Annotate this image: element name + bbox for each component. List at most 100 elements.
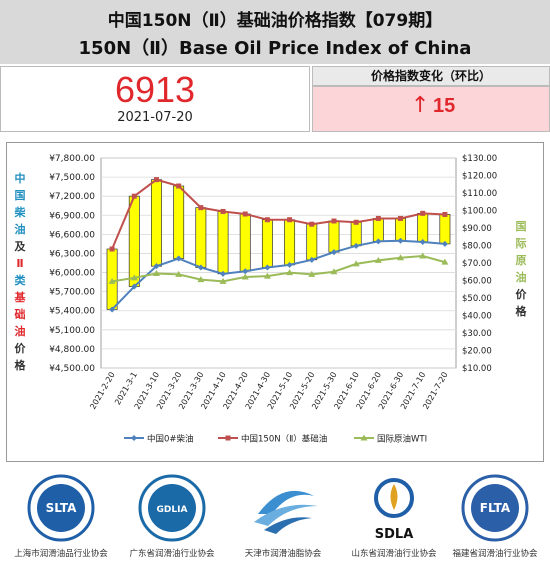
series-point — [419, 252, 427, 259]
spread-bar — [239, 213, 251, 272]
series-point — [176, 183, 182, 189]
left-axis-char: 础 — [15, 307, 26, 321]
left-axis-char: 格 — [15, 358, 27, 372]
logo-2: GDLIA 广东省润滑油行业协会 — [117, 470, 227, 561]
series-point — [419, 239, 426, 245]
series-point — [398, 215, 404, 221]
sdla-logo-icon: SDLA — [374, 478, 414, 542]
right-tick-label: $80.00 — [462, 242, 492, 252]
svg-text:FLTA: FLTA — [480, 501, 511, 515]
right-tick-label: $120.00 — [462, 172, 497, 182]
logo-1: SLTA 上海市润滑油品行业协会 — [6, 470, 116, 561]
logo-caption: 山东省润滑油行业协会 — [351, 549, 437, 559]
series-point — [219, 277, 227, 284]
series-point — [241, 273, 249, 280]
right-axis-char: 格 — [516, 304, 528, 318]
chart-container: ¥4,500.00 ¥4,800.00 ¥5,100.00 ¥5,400.00 ¥5,7… — [6, 142, 544, 462]
logo-3: 天津市润滑油脂协会 — [228, 470, 338, 561]
logo-caption: 福建省润滑油行业协会 — [452, 549, 538, 559]
series-point — [130, 274, 138, 281]
series-point — [131, 193, 137, 199]
logo-caption: 广东省润滑油行业协会 — [129, 549, 215, 559]
right-tick-label: $10.00 — [462, 364, 492, 374]
spread-bar — [195, 207, 207, 268]
index-panel: 6913 — [0, 66, 310, 132]
series-point — [197, 276, 205, 283]
series-point — [175, 270, 183, 277]
change-box: ↑ 15 — [312, 86, 550, 132]
left-axis-char: 及 — [15, 240, 27, 253]
right-tick-label: $70.00 — [462, 259, 492, 269]
right-tick-label: $90.00 — [462, 224, 492, 234]
series-line — [111, 239, 445, 311]
series-point — [242, 211, 248, 217]
right-axis-char: 原 — [516, 254, 527, 267]
series-point — [397, 254, 405, 261]
right-axis-ticks: $10.00 $20.00 $30.00 $40.00 $50.00 $60.00 $70.… — [462, 154, 497, 374]
association-logo-icon: FLTA — [461, 474, 529, 542]
left-tick-label: ¥6,000.00 — [49, 269, 95, 279]
left-axis-char: 油 — [15, 222, 26, 236]
left-axis-char: 国 — [15, 189, 26, 202]
spread-bar — [261, 219, 273, 268]
series-point — [264, 217, 270, 223]
series-point — [375, 215, 381, 221]
series-point — [330, 249, 337, 256]
series-point — [308, 256, 315, 263]
spread-bar — [284, 219, 296, 266]
left-tick-label: ¥5,100.00 — [49, 326, 95, 336]
series-point — [375, 238, 382, 245]
price-chart: ¥4,500.00 ¥4,800.00 ¥5,100.00 ¥5,400.00 ¥5,7… — [6, 142, 544, 462]
series-line — [111, 178, 445, 250]
series-point — [308, 270, 316, 277]
left-tick-label: ¥7,800.00 — [49, 154, 95, 164]
series-point — [242, 268, 249, 275]
right-axis-char: 际 — [516, 236, 527, 250]
spread-bar — [395, 218, 406, 242]
right-axis-char: 油 — [516, 270, 527, 284]
left-axis-char: 基 — [14, 290, 27, 304]
series-point — [442, 211, 448, 217]
left-axis-char: 油 — [15, 324, 26, 338]
right-tick-label: $130.00 — [462, 154, 497, 164]
left-tick-label: ¥7,500.00 — [49, 173, 95, 183]
association-logo-icon: SLTA — [27, 474, 95, 542]
series-point — [353, 242, 360, 249]
legend: 中国0#柴油 中国150N（Ⅱ）基础油 国际原油WTI — [124, 434, 427, 445]
left-tick-label: ¥5,400.00 — [49, 307, 95, 317]
legend-label: 中国150N（Ⅱ）基础油 — [241, 434, 327, 445]
series-point — [175, 255, 182, 262]
right-tick-label: $50.00 — [462, 294, 492, 304]
spread-bar — [372, 218, 384, 242]
legend-label: 中国0#柴油 — [147, 434, 194, 445]
series-point — [353, 219, 359, 225]
line-series — [108, 177, 449, 313]
left-axis-ticks: ¥4,500.00 ¥4,800.00 ¥5,100.00 ¥5,400.00 ¥5,7… — [49, 154, 95, 374]
series-point — [131, 283, 138, 290]
series-point — [397, 237, 404, 244]
right-tick-label: $110.00 — [462, 189, 497, 199]
spread-bar — [328, 220, 340, 253]
series-point — [152, 270, 160, 276]
series-point — [108, 277, 116, 284]
spread-bar — [439, 214, 451, 245]
logo-4: SDLA 山东省润滑油行业协会 — [339, 470, 449, 561]
logo-caption: 天津市润滑油脂协会 — [244, 549, 322, 559]
change-value: 15 — [433, 95, 456, 117]
index-value: 6913 — [114, 69, 196, 110]
spread-bar — [173, 185, 185, 259]
right-tick-label: $100.00 — [462, 207, 497, 217]
left-tick-label: ¥6,600.00 — [49, 230, 95, 240]
series-point — [331, 218, 337, 224]
series-point — [374, 256, 382, 263]
logo-5: FLTA 福建省润滑油行业协会 — [440, 470, 550, 561]
left-tick-label: ¥7,200.00 — [49, 192, 95, 202]
series-point — [420, 210, 426, 216]
legend-label: 国际原油WTI — [377, 434, 427, 445]
series-point — [153, 263, 160, 270]
left-tick-label: ¥4,500.00 — [49, 364, 95, 374]
tianjin-logo-icon — [254, 490, 318, 534]
left-axis-char: 中 — [15, 171, 26, 185]
